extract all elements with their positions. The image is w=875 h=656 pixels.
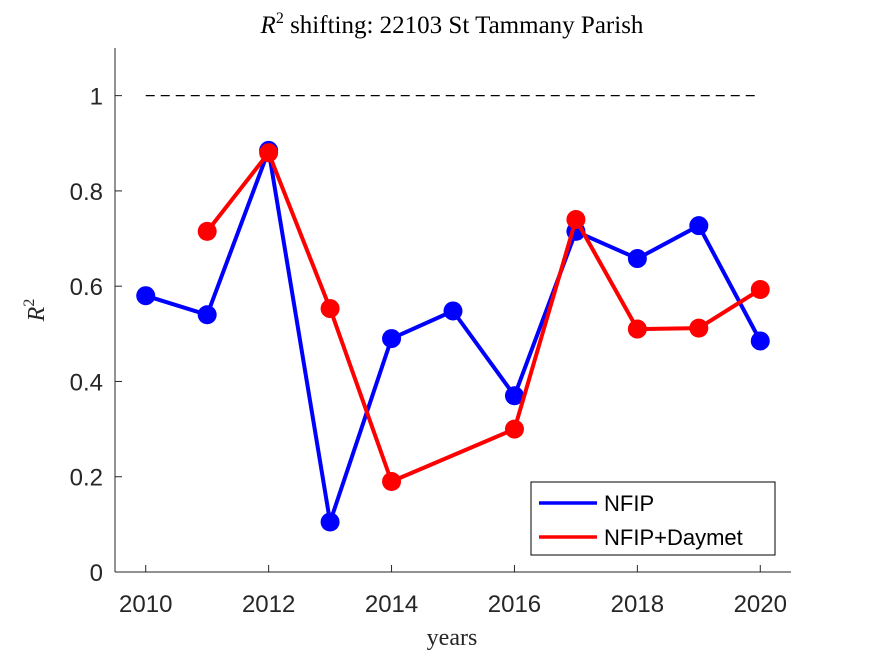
y-tick-label-5: 1 (90, 84, 103, 111)
point-nfip-daymet-2020 (750, 280, 770, 300)
point-nfip-2013 (320, 512, 340, 532)
legend-label-nfip: NFIP (604, 491, 654, 516)
series-line-nfip (145, 148, 763, 524)
plot-area: 2010 2012 2014 2016 2018 2020 0 0.2 0.4 0.6 0.8 1 (70, 48, 791, 618)
chart-title: R2 shifting: 22103 St Tammany Parish (260, 10, 644, 39)
x-tick-label-2016: 2016 (488, 591, 541, 618)
point-nfip-daymet-2013 (320, 299, 340, 319)
legend-label-nfip-daymet: NFIP+Daymet (604, 525, 743, 550)
x-tick-label-2012: 2012 (242, 591, 295, 618)
y-tick-label-2: 0.4 (70, 369, 103, 396)
point-nfip-daymet-2016 (504, 419, 524, 439)
point-nfip-2014 (382, 329, 402, 349)
point-nfip-2011 (197, 305, 217, 325)
point-nfip-daymet-2011 (197, 221, 217, 241)
legend: NFIP NFIP+Daymet (530, 481, 776, 556)
point-nfip-2020 (750, 331, 770, 351)
x-tick-label-2020: 2020 (734, 591, 787, 618)
x-tick-label-2018: 2018 (611, 591, 664, 618)
series-line-nfip-daymet (205, 150, 762, 484)
y-tick-label-3: 0.6 (70, 274, 103, 301)
point-nfip-2016 (504, 386, 524, 406)
point-nfip-daymet-2017 (566, 209, 586, 229)
x-tick-label-2010: 2010 (119, 591, 172, 618)
point-nfip-daymet-2012 (259, 143, 279, 163)
point-nfip-daymet-2018 (627, 319, 647, 339)
legend-box (530, 481, 776, 556)
point-nfip-2018 (627, 249, 647, 269)
point-nfip-2010 (136, 286, 156, 306)
y-axis-label: R2 (21, 299, 50, 323)
y-tick-label-1: 0.2 (70, 465, 103, 492)
point-nfip-2019 (689, 216, 709, 236)
y-tick-label-4: 0.8 (70, 179, 103, 206)
y-tick-label-0: 0 (90, 560, 103, 587)
x-axis-label: years (427, 625, 478, 651)
point-nfip-2015 (443, 301, 463, 321)
point-nfip-daymet-2019 (689, 318, 709, 338)
x-tick-label-2014: 2014 (365, 591, 418, 618)
point-nfip-daymet-2014 (382, 471, 402, 491)
